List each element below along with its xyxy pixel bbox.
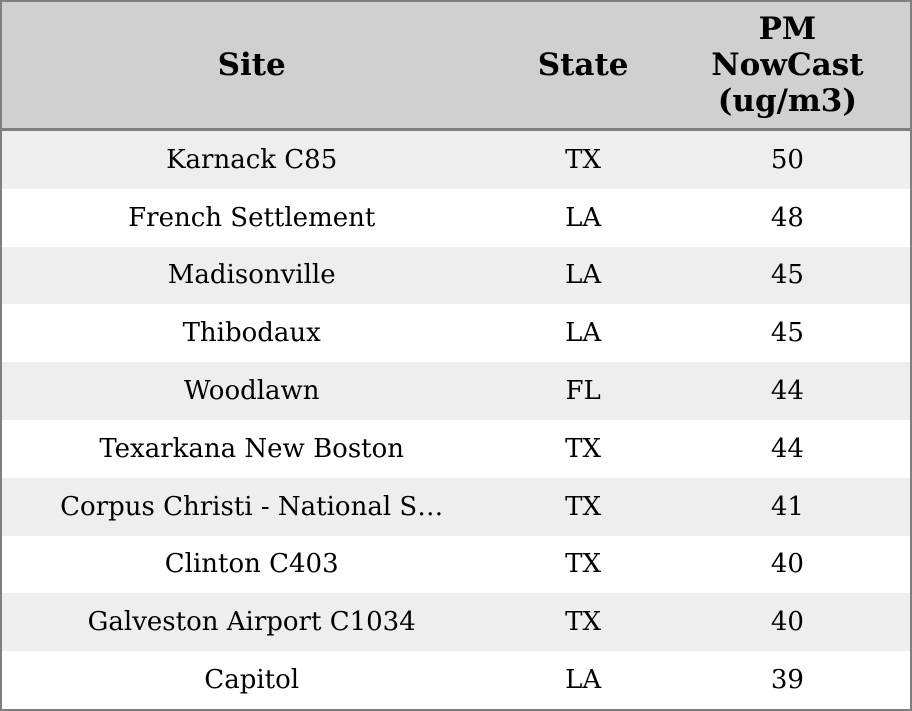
pm-nowcast-cell: 45: [770, 260, 804, 291]
state-cell: FL: [565, 376, 601, 407]
pm-nowcast-cell: 40: [770, 549, 804, 580]
pm-nowcast-cell: 39: [770, 665, 804, 696]
table-row: Texarkana New Boston TX 44: [2, 419, 910, 478]
table-row: French Settlement LA 48: [2, 188, 910, 247]
pm-nowcast-cell: 41: [770, 491, 804, 522]
column-header-state: State: [537, 47, 629, 83]
state-cell: LA: [565, 665, 602, 696]
state-cell: TX: [565, 491, 602, 522]
site-cell: Woodlawn: [183, 376, 320, 407]
state-cell: LA: [565, 202, 602, 233]
pm-nowcast-cell: 48: [770, 202, 804, 233]
state-cell: LA: [565, 260, 602, 291]
table-row: Galveston Airport C1034 TX 40: [2, 593, 910, 652]
table-row: Clinton C403 TX 40: [2, 535, 910, 594]
site-cell: Corpus Christi - National S…: [60, 491, 444, 522]
site-cell: Karnack C85: [166, 144, 338, 175]
state-cell: TX: [565, 144, 602, 175]
site-cell: French Settlement: [128, 202, 376, 233]
state-cell: TX: [565, 607, 602, 638]
table-row: Corpus Christi - National S… TX 41: [2, 477, 910, 536]
site-cell: Clinton C403: [164, 549, 339, 580]
table-row: Madisonville LA 45: [2, 246, 910, 305]
table-header-row: Site State PM NowCast (ug/m3): [2, 2, 910, 131]
site-cell: Thibodaux: [182, 318, 321, 349]
state-cell: TX: [565, 549, 602, 580]
site-cell: Texarkana New Boston: [99, 433, 405, 464]
site-cell: Madisonville: [167, 260, 336, 291]
table-row: Thibodaux LA 45: [2, 304, 910, 363]
site-cell: Galveston Airport C1034: [87, 607, 416, 638]
pm-nowcast-cell: 50: [770, 144, 804, 175]
state-cell: LA: [565, 318, 602, 349]
table-body: Karnack C85 TX 50 French Settlement LA 48 Madi…: [2, 131, 910, 709]
site-cell: Capitol: [204, 665, 300, 696]
column-header-site: Site: [217, 47, 286, 83]
table-row: Capitol LA 39: [2, 651, 910, 709]
pm-nowcast-cell: 45: [770, 318, 804, 349]
pm-nowcast-cell: 44: [770, 433, 804, 464]
table-row: Karnack C85 TX 50: [2, 131, 910, 189]
state-cell: TX: [565, 433, 602, 464]
pm-nowcast-cell: 44: [770, 376, 804, 407]
pm-nowcast-cell: 40: [770, 607, 804, 638]
column-header-pm-nowcast: PM NowCast (ug/m3): [711, 11, 864, 119]
table-row: Woodlawn FL 44: [2, 362, 910, 420]
